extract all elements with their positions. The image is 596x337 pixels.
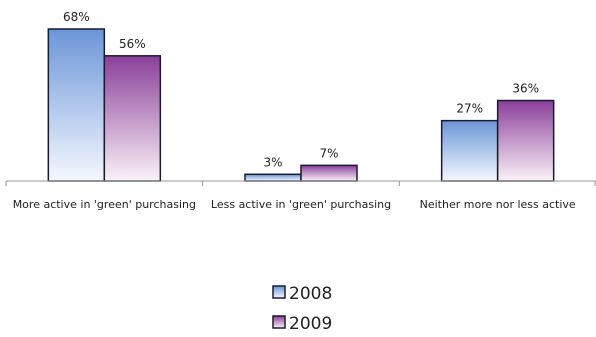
- category-labels-group: More active in 'green' purchasing Less ac…: [13, 198, 576, 211]
- x-axis-ticks: [5, 181, 596, 186]
- data-label: 68%: [63, 10, 90, 24]
- category-label: Less active in 'green' purchasing: [211, 198, 391, 211]
- bar-2008-0: [47, 28, 106, 182]
- data-label: 3%: [263, 155, 282, 169]
- legend: 2008 2009: [272, 284, 332, 334]
- bar-2009-0: [103, 55, 162, 182]
- data-label: 36%: [512, 82, 539, 96]
- data-label: 27%: [456, 102, 483, 116]
- bar-2009-2: [496, 99, 555, 182]
- bar-2009-1: [300, 164, 358, 182]
- data-label: 7%: [319, 146, 338, 160]
- data-label: 56%: [119, 37, 146, 51]
- category-label: Neither more nor less active: [420, 198, 576, 211]
- legend-swatch: [272, 315, 286, 329]
- bar-2008-1: [244, 173, 302, 182]
- legend-label: 2008: [289, 284, 332, 304]
- category-label: More active in 'green' purchasing: [13, 198, 196, 211]
- legend-swatch: [272, 285, 286, 299]
- legend-label: 2009: [289, 314, 332, 334]
- bars-group: [47, 28, 555, 182]
- bar-2008-2: [440, 119, 499, 182]
- data-labels-group: 68% 56% 3% 7% 27% 36%: [63, 10, 539, 169]
